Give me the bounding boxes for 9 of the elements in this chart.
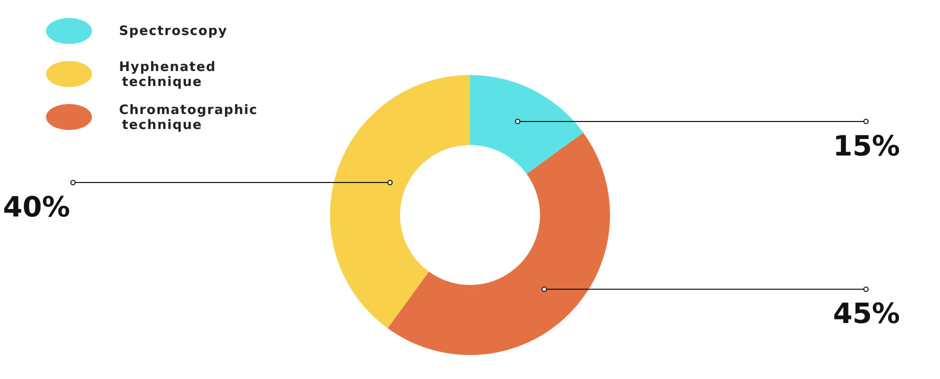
donut-slice — [330, 75, 470, 328]
legend-label: Hyphenated technique — [119, 60, 216, 90]
donut-slice — [388, 132, 610, 355]
legend-label: Chromatographic technique — [119, 103, 258, 133]
data-label: 45% — [832, 297, 900, 330]
legend-label: Spectroscopy — [119, 24, 228, 39]
data-label: 15% — [832, 129, 900, 162]
data-label: 40% — [3, 190, 70, 224]
donut-slice — [470, 75, 584, 174]
